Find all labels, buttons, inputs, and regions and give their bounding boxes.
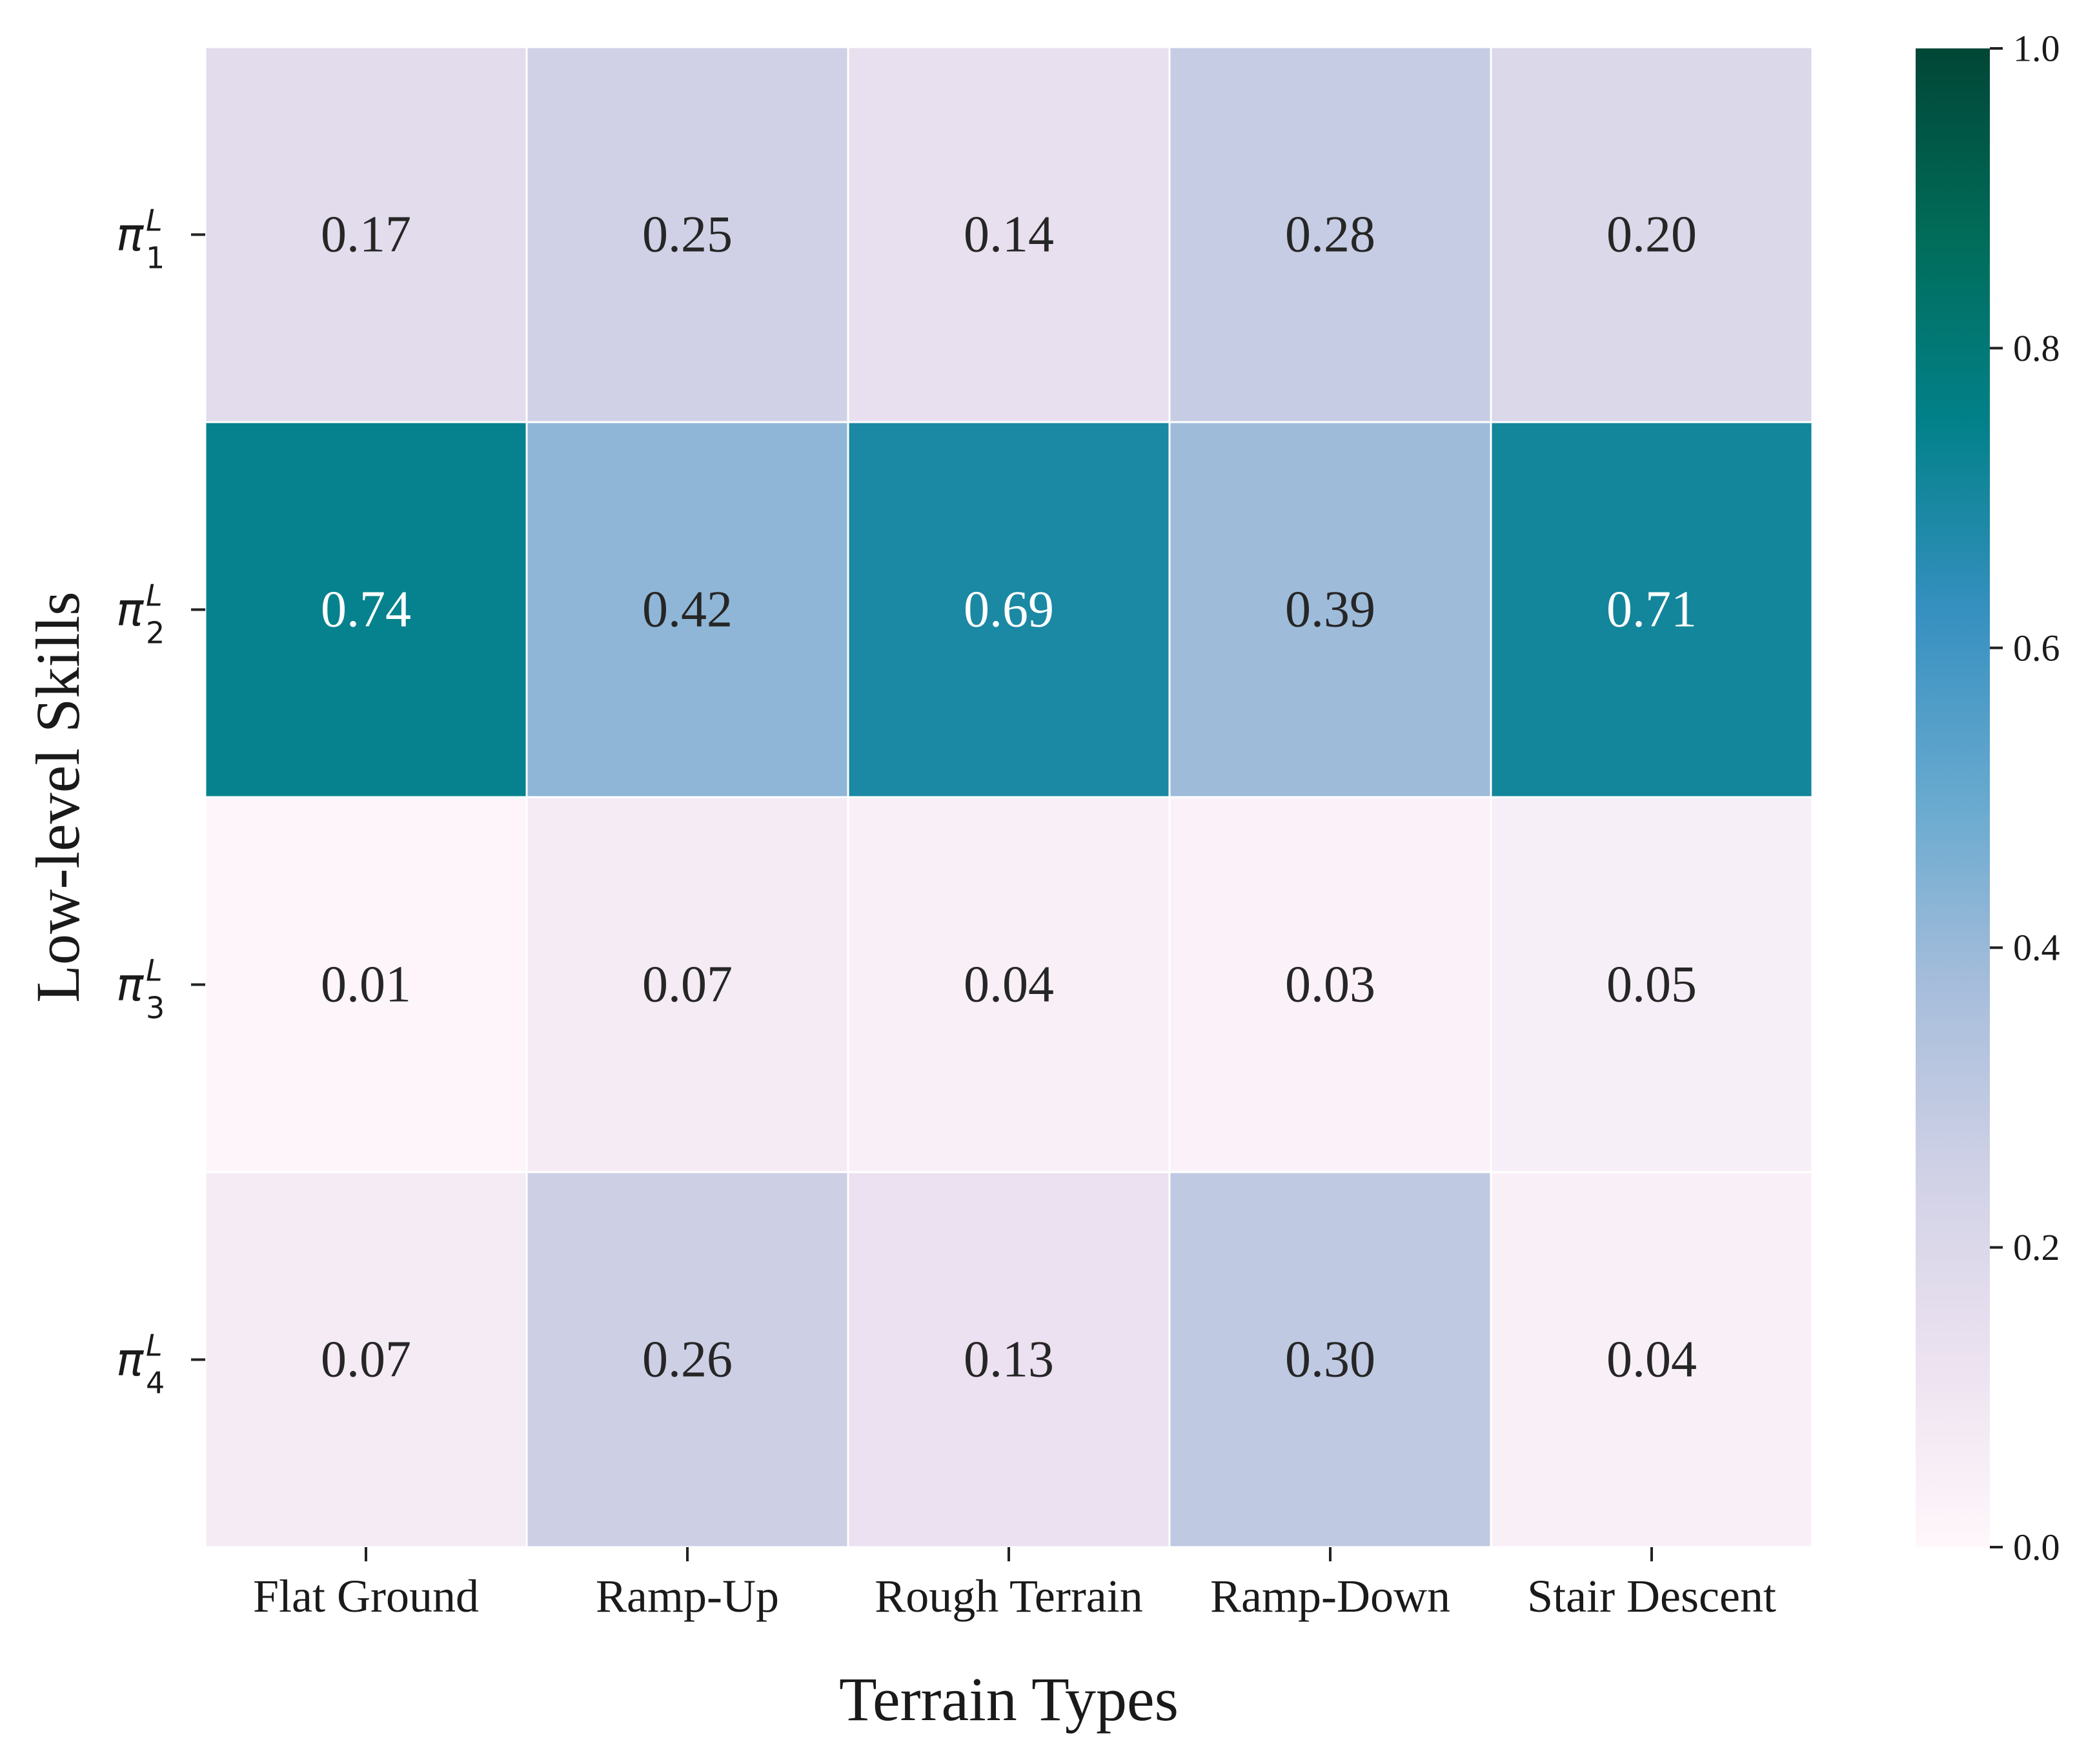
heatmap-cell-r2-c1	[204, 421, 528, 798]
colorbar-tick-label: 0.0	[2013, 1526, 2060, 1568]
y-axis-ticks: π L1π L2π L3π L4	[116, 203, 205, 1401]
cell-value-label: 0.04	[964, 957, 1054, 1013]
cell-value-label: 0.69	[964, 582, 1054, 638]
cell-value-label: 0.39	[1285, 582, 1375, 638]
y-tick-symbol: π	[116, 958, 145, 1011]
colorbar: 0.0 0.2 0.4 0.6 0.8 1.0	[1916, 28, 2060, 1568]
y-tick-label-pi-1: π L1	[116, 203, 165, 276]
heatmap-cell-r3-c5	[1490, 796, 1814, 1173]
cell-value-label: 0.07	[321, 1332, 411, 1388]
cell-value-label: 0.42	[642, 582, 733, 638]
heatmap-cell-r3-c2	[525, 796, 849, 1173]
y-tick-superscript: L	[146, 203, 163, 238]
colorbar-tick-label: 0.6	[2013, 627, 2060, 669]
heatmap-cell-r4-c5	[1490, 1171, 1814, 1548]
x-tick-label: Flat Ground	[253, 1570, 479, 1622]
cell-value-label: 0.30	[1285, 1332, 1375, 1388]
cell-value-label: 0.01	[321, 957, 411, 1013]
x-axis-ticks: Flat Ground Ramp-Up Rough Terrain Ramp-Down…	[253, 1547, 1776, 1622]
y-tick-superscript: L	[146, 1328, 163, 1363]
cell-value-label: 0.20	[1606, 207, 1697, 263]
colorbar-tick-label: 0.8	[2013, 327, 2060, 369]
cell-value-label: 0.74	[321, 582, 411, 638]
x-tick-label: Ramp-Down	[1210, 1570, 1450, 1622]
y-tick-symbol: π	[116, 583, 145, 636]
heatmap-cell-r4-c4	[1168, 1171, 1492, 1548]
colorbar-gradient	[1916, 48, 1990, 1547]
y-tick-symbol: π	[116, 1333, 145, 1386]
cell-value-label: 0.17	[321, 207, 411, 263]
y-tick-label-pi-3: π L3	[116, 953, 165, 1026]
colorbar-tick-label: 0.4	[2013, 927, 2060, 969]
heatmap-cells	[204, 46, 1814, 1548]
y-tick-subscript: 4	[146, 1366, 165, 1401]
cell-value-label: 0.25	[642, 207, 733, 263]
x-axis-title: Terrain Types	[839, 1665, 1179, 1734]
y-tick-subscript: 2	[146, 616, 165, 651]
x-tick-label: Stair Descent	[1527, 1570, 1776, 1622]
heatmap-cell-r2-c3	[847, 421, 1171, 798]
cell-value-label: 0.71	[1606, 582, 1697, 638]
x-tick-label: Ramp-Up	[596, 1570, 779, 1622]
y-tick-subscript: 1	[146, 241, 165, 276]
heatmap-cell-r1-c3	[847, 46, 1171, 423]
heatmap-cell-r1-c4	[1168, 46, 1492, 423]
cell-value-label: 0.13	[964, 1332, 1054, 1388]
heatmap-cell-r1-c5	[1490, 46, 1814, 423]
cell-value-label: 0.14	[964, 207, 1054, 263]
cell-value-label: 0.26	[642, 1332, 733, 1388]
heatmap-cell-labels: 0.17 0.25 0.14 0.28 0.20 0.74 0.42 0.69 0.39 0.71…	[321, 207, 1697, 1388]
heatmap-cell-r1-c2	[525, 46, 849, 423]
y-tick-superscript: L	[146, 578, 163, 613]
heatmap-cell-r3-c3	[847, 796, 1171, 1173]
y-tick-label-pi-2: π L2	[116, 578, 165, 651]
y-tick-symbol: π	[116, 208, 145, 261]
cell-value-label: 0.05	[1606, 957, 1697, 1013]
colorbar-tick-label: 0.2	[2013, 1226, 2060, 1268]
heatmap-cell-r4-c2	[525, 1171, 849, 1548]
cell-value-label: 0.28	[1285, 207, 1375, 263]
x-tick-label: Rough Terrain	[875, 1570, 1143, 1622]
y-axis-title: Low-level Skills	[23, 591, 92, 1002]
heatmap-cell-r3-c4	[1168, 796, 1492, 1173]
heatmap-cell-r2-c5	[1490, 421, 1814, 798]
y-tick-subscript: 3	[146, 991, 165, 1026]
cell-value-label: 0.07	[642, 957, 733, 1013]
y-tick-label-pi-4: π L4	[116, 1328, 165, 1401]
heatmap-cell-r2-c2	[525, 421, 849, 798]
cell-value-label: 0.04	[1606, 1332, 1697, 1388]
y-tick-superscript: L	[146, 953, 163, 988]
heatmap-cell-r4-c3	[847, 1171, 1171, 1548]
heatmap-cell-r1-c1	[204, 46, 528, 423]
colorbar-tick-label: 1.0	[2013, 28, 2060, 70]
cell-value-label: 0.03	[1285, 957, 1375, 1013]
